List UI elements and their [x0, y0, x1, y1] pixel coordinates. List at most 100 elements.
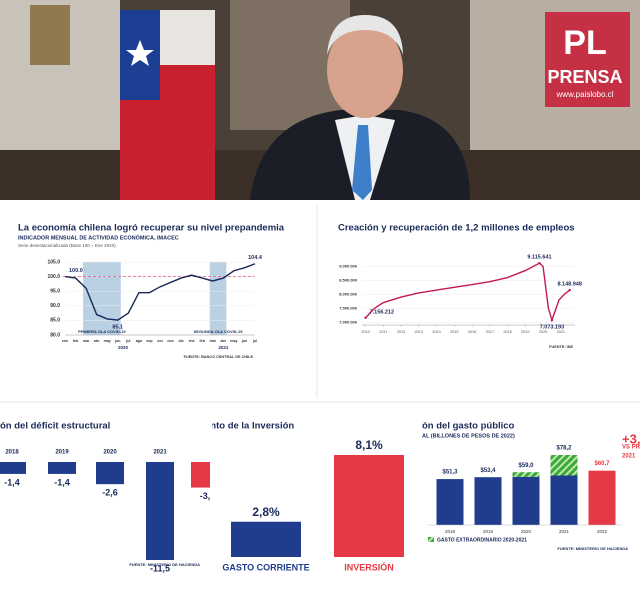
chart-title: ento de la Inversión — [205, 421, 294, 432]
source: FUENTE: INE — [549, 345, 573, 349]
bar — [96, 462, 124, 485]
data-label: -2,6 — [102, 488, 118, 498]
bar — [588, 470, 616, 525]
x-tick-label: may — [104, 339, 111, 343]
x-tick-label: sep — [146, 339, 153, 343]
photo: PL PRENSA www.paislobo.cl — [0, 0, 640, 200]
data-line — [64, 263, 256, 321]
bar — [0, 462, 26, 474]
category-label: 2020 — [521, 529, 532, 534]
y-tick-label: 9.000.000 — [339, 263, 358, 268]
x-tick-label: 2016 — [468, 330, 476, 334]
total-label: $60,7 — [594, 461, 610, 467]
y-tick-label: 8.000.000 — [339, 291, 358, 296]
x-tick-label: ago — [136, 339, 143, 343]
logo-name: PRENSA — [547, 67, 622, 87]
y-tick-label: 8.500.000 — [339, 277, 358, 282]
bar — [334, 455, 404, 557]
covid-band — [209, 262, 227, 335]
chart-note: Serie desestacionalizada (Base 100 = Ene… — [18, 243, 116, 248]
category-label: INVERSIÓN — [344, 561, 394, 572]
x-tick-label: 2011 — [379, 330, 387, 334]
total-label: $59,0 — [518, 463, 534, 469]
data-point — [538, 261, 541, 265]
category-label: 2021 — [153, 450, 167, 456]
category-label: 2020 — [103, 450, 117, 456]
data-label: 8.148.948 — [557, 282, 581, 288]
bar — [231, 521, 301, 557]
x-tick-label: 2013 — [415, 330, 423, 334]
category-label: 2022 — [597, 529, 608, 534]
category-label: GASTO CORRIENTE — [222, 562, 309, 572]
total-label: $78,2 — [556, 446, 572, 452]
category-label: 2021 — [559, 529, 570, 534]
chart-subtitle: AL (BILLONES DE PESOS DE 2022) — [422, 433, 515, 439]
data-point — [568, 288, 571, 292]
x-tick-label: oct — [157, 339, 163, 343]
x-tick-label: 2014 — [432, 330, 440, 334]
data-label: 7.156.212 — [370, 309, 394, 315]
bar — [550, 475, 578, 525]
y-tick-label: 90.0 — [50, 303, 60, 309]
y-tick-label: 7.500.000 — [339, 305, 358, 310]
x-tick-label: may — [230, 339, 237, 343]
x-tick-label: dic — [179, 339, 184, 343]
x-tick-label: 2019 — [521, 330, 529, 334]
source: FUENTE: MINISTERIO DE HACIENDA — [557, 546, 628, 551]
y-tick-label: 95.0 — [50, 289, 60, 295]
chart-title: Creación y recuperación de 1,2 millones … — [338, 223, 575, 234]
bar — [191, 462, 210, 488]
x-tick-label: 2017 — [486, 330, 494, 334]
x-group-label: 2020 — [118, 345, 129, 350]
category-label: 2019 — [55, 450, 69, 456]
data-label: -3, — [200, 491, 211, 501]
data-line — [365, 262, 571, 323]
x-tick-label: 2018 — [503, 330, 511, 334]
x-tick-label: 2021 — [557, 330, 565, 334]
chart-subtitle: INDICADOR MENSUAL DE ACTIVIDAD ECONÓMICA… — [18, 233, 179, 241]
data-label: 85.1 — [112, 325, 123, 331]
x-tick-label: jun — [241, 339, 247, 343]
x-group-label: 2021 — [218, 345, 229, 350]
x-tick-label: 2020 — [539, 330, 547, 334]
category-label: 2019 — [483, 529, 494, 534]
bar — [48, 462, 76, 474]
side-note: +3,7 — [622, 431, 640, 446]
data-label: -11,5 — [150, 563, 170, 573]
chart-title: ón del déficit estructural — [0, 421, 110, 432]
panel: ón del déficit estructural -1,4 2018 -1,4 20… — [0, 421, 211, 573]
data-point — [550, 318, 554, 322]
data-label: 7.073.193 — [540, 325, 564, 331]
bar — [474, 477, 502, 525]
y-tick-label: 7.000.000 — [339, 319, 358, 324]
x-tick-label: 2015 — [450, 330, 458, 334]
logo-mark: PL — [563, 24, 606, 62]
side-note: VS PRESU — [622, 445, 640, 451]
x-tick-label: jul — [125, 339, 130, 343]
data-label: -1,4 — [54, 477, 70, 487]
y-tick-label: 80.0 — [50, 332, 60, 338]
x-tick-label: feb — [73, 339, 79, 343]
category-label: 2018 — [5, 450, 19, 456]
bar — [550, 455, 578, 476]
data-label: 100.0 — [69, 268, 83, 274]
x-tick-label: mar — [83, 339, 90, 343]
x-tick-label: abr — [94, 339, 100, 343]
panel: ento de la Inversión 2,8% GASTO CORRIENTE 8… — [205, 421, 404, 572]
x-tick-label: nov — [167, 339, 173, 343]
data-label: 2,8% — [252, 505, 280, 519]
logo-url: www.paislobo.cl — [556, 90, 614, 99]
bar — [512, 476, 540, 525]
x-tick-label: feb — [200, 339, 206, 343]
data-label: 8,1% — [355, 438, 383, 452]
chart-title: ón del gasto público — [422, 421, 515, 432]
bar — [436, 479, 464, 525]
x-tick-label: abr — [221, 339, 227, 343]
x-tick-label: 2010 — [361, 330, 369, 334]
legend-swatch — [428, 537, 434, 542]
side-note: 2021 — [622, 454, 636, 460]
source: FUENTE: BANCO CENTRAL DE CHILE — [184, 355, 254, 359]
total-label: $51,3 — [442, 470, 458, 476]
